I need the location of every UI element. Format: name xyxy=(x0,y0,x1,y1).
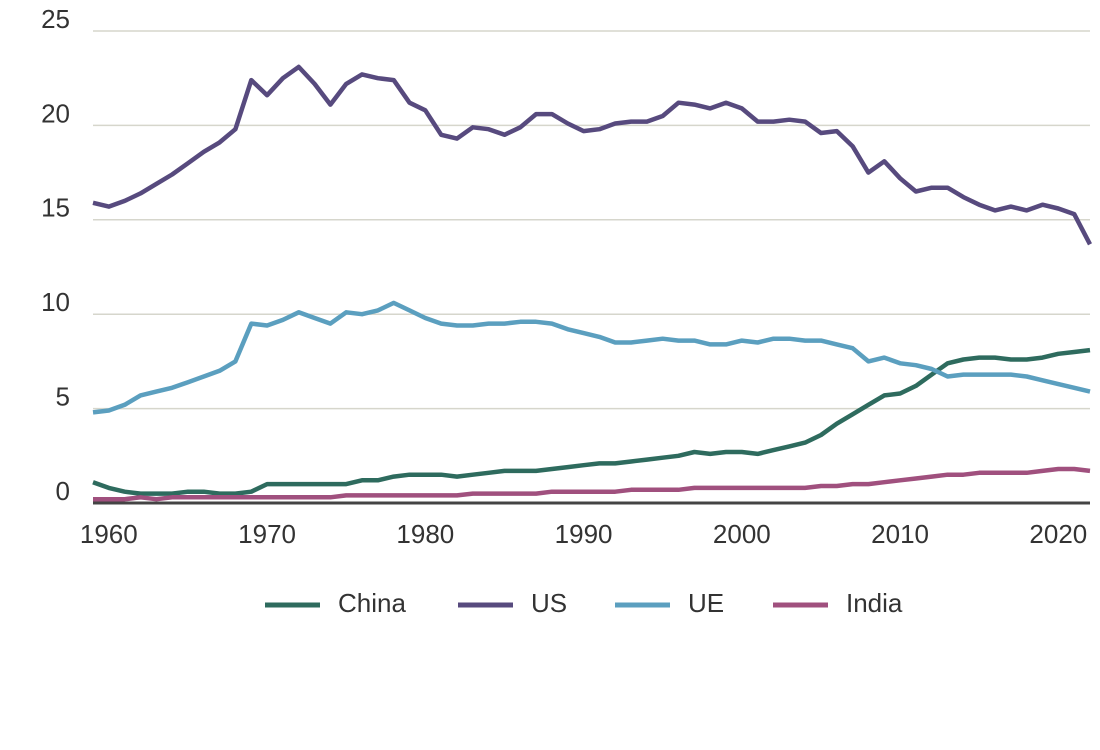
y-tick-label: 15 xyxy=(41,193,70,223)
legend-label: China xyxy=(338,588,406,618)
x-tick-label: 1960 xyxy=(80,519,138,549)
y-tick-label: 0 xyxy=(56,476,70,506)
series-line xyxy=(92,300,1091,415)
legend-label: US xyxy=(531,588,567,618)
y-tick-label: 20 xyxy=(41,98,70,128)
y-tick-label: 25 xyxy=(41,4,70,34)
legend-label: India xyxy=(846,588,903,618)
series-line xyxy=(93,466,1091,502)
x-tick-label: 2000 xyxy=(713,519,771,549)
x-tick-label: 1980 xyxy=(396,519,454,549)
legend-label: UE xyxy=(688,588,724,618)
series-line xyxy=(92,64,1092,246)
x-tick-label: 1970 xyxy=(238,519,296,549)
x-tick-label: 2020 xyxy=(1029,519,1087,549)
y-tick-label: 10 xyxy=(41,287,70,317)
x-tick-label: 2010 xyxy=(871,519,929,549)
x-tick-label: 1990 xyxy=(555,519,613,549)
series-line xyxy=(92,347,1091,496)
y-tick-label: 5 xyxy=(56,381,70,411)
